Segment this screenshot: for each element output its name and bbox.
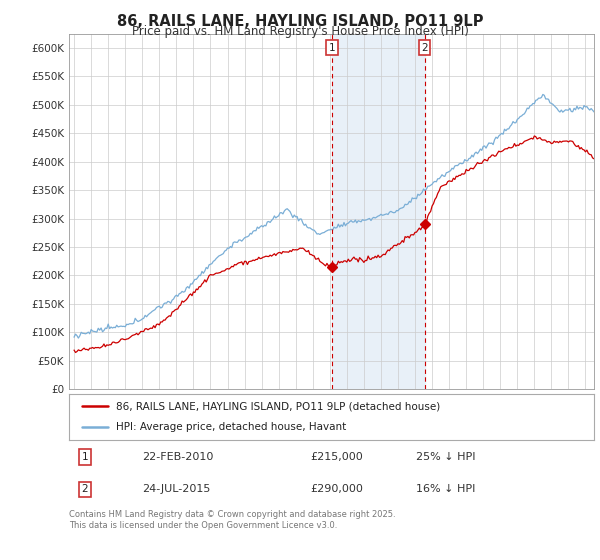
Bar [332,34,425,389]
Text: 2: 2 [82,484,88,494]
Text: 86, RAILS LANE, HAYLING ISLAND, PO11 9LP: 86, RAILS LANE, HAYLING ISLAND, PO11 9LP [117,14,483,29]
Text: 1: 1 [329,43,335,53]
Text: HPI: Average price, detached house, Havant: HPI: Average price, detached house, Hava… [116,422,347,432]
Text: Contains HM Land Registry data © Crown copyright and database right 2025.
This d: Contains HM Land Registry data © Crown c… [69,510,395,530]
Text: 2: 2 [421,43,428,53]
Text: £290,000: £290,000 [311,484,364,494]
Text: 24-JUL-2015: 24-JUL-2015 [143,484,211,494]
Text: £215,000: £215,000 [311,452,363,462]
Text: 86, RAILS LANE, HAYLING ISLAND, PO11 9LP (detached house): 86, RAILS LANE, HAYLING ISLAND, PO11 9LP… [116,401,440,411]
Text: 1: 1 [82,452,88,462]
Text: 25% ↓ HPI: 25% ↓ HPI [415,452,475,462]
Text: 22-FEB-2010: 22-FEB-2010 [143,452,214,462]
Text: Price paid vs. HM Land Registry's House Price Index (HPI): Price paid vs. HM Land Registry's House … [131,25,469,38]
Text: 16% ↓ HPI: 16% ↓ HPI [415,484,475,494]
